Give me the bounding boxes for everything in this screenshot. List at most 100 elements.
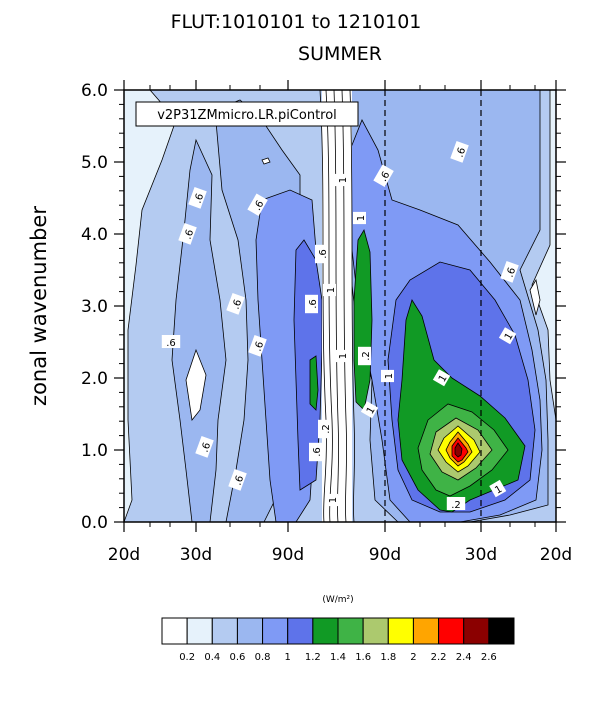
colorbar-swatch [362,617,389,645]
contour-label-bg [432,369,451,387]
y-tick-label: 1.0 [81,441,108,461]
legend-box [135,101,359,127]
contour-fill-area [124,90,556,522]
contour-label: 1 [335,173,349,187]
colorbar-level-label: 0.8 [255,652,271,663]
contour-level-1.2b [353,228,373,411]
contour-labels: .6 .6 .6 .6 .6 .6 .6 .6 .6 .6 .6 .6 .6 .6 1 1 1 1 1 1 1 1 1 1 .2… [161,140,519,511]
y-axis: 0.0 1.0 2.0 3.0 4.0 5.0 6.0 [81,81,566,533]
contour-label-bg [228,468,247,491]
contour-label-bg [446,497,466,510]
legend-label: v2P31ZMmicro.LR.piControl [157,108,337,123]
contour-label: .6 [188,186,207,209]
contour-label-bg [161,335,181,348]
x-tick-label: 30d [465,545,497,565]
contour-label: .6 [373,164,394,187]
contour-label-bg [498,327,517,345]
contour-label-bg [178,222,197,245]
colorbar-level-label: 2 [410,652,416,663]
x-tick-label: 90d [272,545,304,565]
colorbar-level-label: 0.6 [229,652,245,663]
colorbar-swatch [161,617,188,645]
contour-label-text: .6 [312,447,323,457]
contour-label-text: .6 [455,146,469,159]
contour-label: .6 [450,140,469,163]
contour-label: .6 [161,335,181,349]
colorbar-swatch [337,617,364,645]
contour-label-bg [248,334,267,357]
contour-label-bg [489,479,507,498]
contour-label-text: 1 [326,287,337,293]
x-tick-label: 20d [540,545,572,565]
contour-label: .6 [247,193,268,216]
contour-label: .6 [228,468,247,491]
colorbar-level-label: 1.2 [305,652,321,663]
contour-label-text: 1 [356,215,367,221]
colorbar-level-label: 1.6 [355,652,371,663]
contour-label: .6 [178,222,197,245]
contour-label-bg [247,193,268,216]
contour-label: .6 [226,292,245,315]
contour-label-bg [305,294,318,314]
colorbar-level-label: 2.6 [481,652,497,663]
contour-label-bg [381,369,394,383]
contour-label: .2 [318,419,332,439]
contour-label-bg [353,211,366,225]
colorbar-swatch [412,617,440,645]
x-tick-label: 90d [369,545,401,565]
colorbar-swatch [387,617,414,645]
contour-label-bg [450,140,469,163]
contour-label-text: .2 [451,500,461,511]
colorbar-level-label: 1.8 [380,652,396,663]
y-tick-label: 5.0 [81,153,108,173]
colorbar-level-label: 1.4 [330,652,346,663]
contour-label-bg [323,283,336,297]
y-axis-label: zonal wavenumber [27,206,51,406]
contour-label-bg [360,401,379,419]
contour-label: .2 [446,497,466,511]
contour-label-text: .6 [253,340,267,353]
y-tick-label: 6.0 [81,81,108,101]
contour-label: .6 [305,294,319,314]
x-axis: 20d 30d 90d 90d 30d 20d [108,80,572,565]
contour-label: .6 [309,442,323,462]
contour-level-2.4 [454,442,463,458]
colorbar-swatch [262,617,289,645]
colorbar-swatch [236,617,264,645]
contour-label-text: 1 [365,405,378,416]
y-tick-label: 3.0 [81,297,108,317]
contour-label-bg [325,493,338,507]
contour-label-bg [315,244,328,264]
contour-label-bg [335,173,348,187]
contour-label-text: .6 [193,192,207,205]
colorbar-swatch [186,617,213,645]
contour-label-text: .6 [308,299,319,309]
contour-label-text: 1 [437,373,450,384]
contour-label-text: .6 [252,199,266,213]
contour-label-text: 1 [328,497,339,503]
contour-label-text: 1 [384,373,395,379]
contour-label-text: 1 [338,177,349,183]
colorbar-level-label: 1 [285,652,291,663]
contour-label-bg [309,442,322,462]
contour-label-text: .6 [200,441,214,454]
colorbar-level-label: 0.2 [179,652,195,663]
contour-low-center-band [322,90,352,522]
colorbar-units: (W/m²) [322,595,353,605]
colorbar-swatch [463,617,490,645]
contour-label: .6 [315,244,329,264]
contour-label-text: .2 [361,351,372,361]
y-tick-label: 0.0 [81,513,108,533]
contour-label: .6 [248,334,267,357]
colorbar-level-label: 0.4 [204,652,220,663]
colorbar-level-label: 2.2 [431,652,447,663]
colorbar: 0.2 0.4 0.6 0.8 1 1.2 1.4 1.6 1.8 2 2.2 2.4 2.6 [161,617,515,663]
contour-label: 1 [325,493,339,507]
contour-label: 1 [381,369,395,383]
contour-label-text: .6 [505,266,519,279]
contour-label: 1 [489,479,507,498]
contour-label-text: 1 [503,331,516,342]
x-tick-label: 20d [108,545,140,565]
contour-label: 1 [335,349,349,363]
contour-label-bg [195,435,214,458]
